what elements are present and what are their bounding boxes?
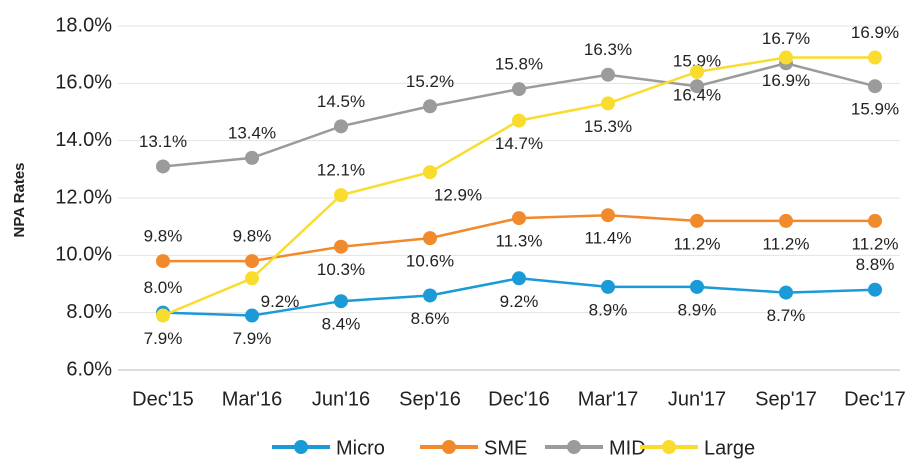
point <box>334 239 348 254</box>
data-label: 16.9% <box>851 23 899 42</box>
legend-label: SME <box>484 437 527 459</box>
y-tick-label: 16.0% <box>55 72 112 94</box>
legend-label: Large <box>704 437 755 459</box>
point <box>423 231 437 246</box>
y-tick-label: 10.0% <box>55 244 112 266</box>
x-tick-label: Dec'15 <box>132 388 194 410</box>
data-label: 11.2% <box>763 234 810 253</box>
point <box>868 50 882 65</box>
point <box>334 188 348 203</box>
data-label: 15.9% <box>851 100 899 119</box>
point <box>868 282 882 297</box>
data-label: 9.2% <box>261 292 300 311</box>
data-label: 8.7% <box>767 306 806 325</box>
point <box>423 288 437 303</box>
data-label: 16.9% <box>762 71 810 90</box>
x-tick-label: Dec'16 <box>488 388 550 410</box>
legend-marker <box>442 440 456 454</box>
data-label: 11.2% <box>674 234 721 253</box>
point <box>512 271 526 286</box>
point <box>156 254 170 269</box>
point <box>156 308 170 323</box>
point <box>868 79 882 94</box>
data-label: 9.8% <box>144 227 183 246</box>
point <box>334 119 348 134</box>
data-label: 8.4% <box>322 315 361 334</box>
point <box>423 99 437 114</box>
data-label: 8.9% <box>678 300 717 319</box>
point <box>245 271 259 286</box>
data-label: 11.3% <box>496 232 543 251</box>
data-label: 13.1% <box>139 132 187 151</box>
data-label: 15.8% <box>495 55 543 74</box>
y-tick-label: 12.0% <box>55 186 112 208</box>
point <box>779 50 793 65</box>
data-label: 9.8% <box>233 227 272 246</box>
data-label: 13.4% <box>228 123 276 142</box>
y-tick-label: 8.0% <box>66 301 112 323</box>
data-label: 16.3% <box>584 40 632 59</box>
point <box>601 96 615 111</box>
x-tick-label: Dec'17 <box>844 388 906 410</box>
data-label: 7.9% <box>233 329 272 348</box>
point <box>690 279 704 294</box>
data-label: 11.2% <box>852 234 899 253</box>
x-tick-label: Mar'16 <box>222 388 283 410</box>
data-label: 11.4% <box>585 229 632 248</box>
point <box>512 82 526 97</box>
point <box>690 79 704 94</box>
data-label: 8.9% <box>589 300 628 319</box>
data-label: 15.3% <box>584 117 632 136</box>
legend-label: MID <box>609 437 646 459</box>
data-label: 8.8% <box>856 255 895 274</box>
data-label: 15.9% <box>673 52 721 71</box>
point <box>601 208 615 223</box>
legend-label: Micro <box>336 437 385 459</box>
data-label: 8.0% <box>144 278 183 297</box>
legend-marker <box>567 440 581 454</box>
data-label: 16.4% <box>673 85 721 104</box>
point <box>334 294 348 309</box>
point <box>779 213 793 228</box>
point <box>245 308 259 323</box>
y-tick-label: 6.0% <box>66 358 112 380</box>
legend-marker <box>294 440 308 454</box>
data-label: 12.9% <box>434 186 482 205</box>
x-tick-label: Sep'16 <box>399 388 461 410</box>
point <box>512 113 526 128</box>
data-label: 10.6% <box>406 252 454 271</box>
point <box>601 279 615 294</box>
data-label: 7.9% <box>144 329 183 348</box>
point <box>423 165 437 180</box>
x-tick-label: Sep'17 <box>755 388 817 410</box>
point <box>156 159 170 174</box>
legend-marker <box>662 440 676 454</box>
y-tick-label: 18.0% <box>55 14 112 36</box>
data-label: 12.1% <box>317 161 365 180</box>
data-label: 9.2% <box>500 292 539 311</box>
data-label: 8.6% <box>411 309 450 328</box>
x-tick-label: Mar'17 <box>578 388 639 410</box>
data-label: 16.7% <box>762 29 810 48</box>
point <box>601 67 615 82</box>
data-label: 14.5% <box>317 92 365 111</box>
x-tick-label: Jun'16 <box>312 388 370 410</box>
point <box>868 213 882 228</box>
y-tick-label: 14.0% <box>55 129 112 151</box>
point <box>512 211 526 226</box>
point <box>690 64 704 79</box>
data-label: 15.2% <box>406 72 454 91</box>
point <box>690 213 704 228</box>
point <box>245 254 259 269</box>
point <box>245 150 259 165</box>
x-tick-label: Jun'17 <box>668 388 726 410</box>
y-axis-title: NPA Rates <box>11 162 28 237</box>
data-label: 14.7% <box>495 134 543 153</box>
point <box>779 285 793 300</box>
data-label: 10.3% <box>317 260 365 279</box>
